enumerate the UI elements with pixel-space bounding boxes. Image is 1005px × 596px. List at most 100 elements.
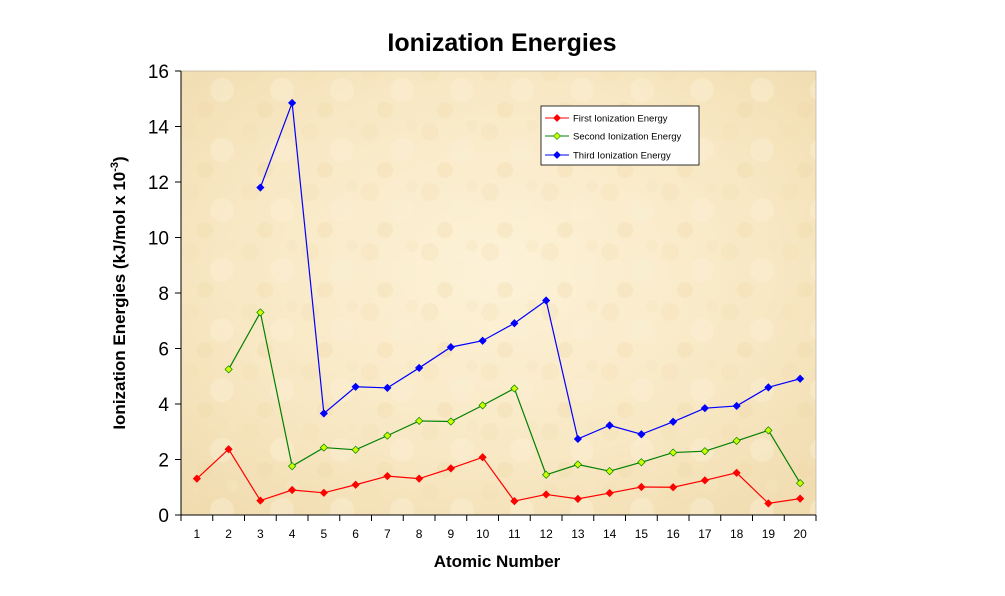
- x-tick-label: 7: [384, 527, 391, 541]
- legend-entry-first: First Ionization Energy: [545, 114, 668, 125]
- data-point-second: [573, 460, 582, 469]
- data-point-first: [446, 464, 455, 473]
- data-point-second: [669, 448, 678, 457]
- x-tick-label: 15: [635, 527, 649, 541]
- x-tick-label: 20: [793, 527, 807, 541]
- series-second: [224, 308, 805, 488]
- x-tick-label: 18: [730, 527, 744, 541]
- data-point-first: [415, 474, 424, 483]
- data-point-first: [478, 453, 487, 462]
- series-layer: [192, 98, 805, 508]
- data-point-second: [637, 458, 646, 467]
- data-point-first: [573, 494, 582, 503]
- data-point-third: [764, 383, 773, 392]
- y-tick-label: 6: [158, 340, 169, 361]
- x-tick-label: 4: [289, 527, 296, 541]
- x-tick-label: 17: [698, 527, 712, 541]
- legend-marker-third: [553, 151, 561, 159]
- x-tick-label: 2: [225, 527, 232, 541]
- data-point-second: [700, 447, 709, 456]
- data-point-first: [383, 472, 392, 481]
- data-point-third: [256, 183, 265, 192]
- data-point-second: [256, 308, 265, 317]
- data-point-second: [415, 416, 424, 426]
- data-point-second: [796, 478, 805, 488]
- x-tick-label: 14: [603, 527, 617, 541]
- x-tick-label: 13: [571, 527, 585, 541]
- data-point-third: [319, 409, 328, 418]
- data-point-first: [319, 488, 328, 497]
- data-point-second: [605, 467, 614, 476]
- legend-marker-second: [553, 132, 561, 140]
- legend-entry-second: Second Ionization Energy: [545, 132, 682, 143]
- series-line-third: [259, 102, 801, 440]
- data-point-second: [510, 384, 519, 393]
- x-tick-label: 19: [762, 527, 776, 541]
- x-tick-label: 8: [416, 527, 423, 541]
- chart-title: Ionization Energies: [387, 29, 616, 57]
- data-point-third: [351, 382, 360, 391]
- x-tick-label: 9: [448, 527, 455, 541]
- y-tick-label: 12: [148, 173, 169, 194]
- x-axis-label: Atomic Number: [434, 552, 561, 571]
- data-point-third: [446, 343, 455, 352]
- data-point-second: [732, 436, 741, 446]
- data-point-first: [224, 445, 233, 454]
- data-point-third: [669, 417, 678, 426]
- data-point-first: [351, 480, 360, 489]
- data-point-first: [510, 497, 519, 506]
- data-point-second: [351, 445, 360, 454]
- y-axis-label-superscript: -3: [109, 162, 121, 172]
- data-point-third: [415, 363, 424, 373]
- x-tick-label: 3: [257, 527, 264, 541]
- y-axis-label: Ionization Energies (kJ/mol x 10-3): [109, 156, 129, 429]
- data-point-third: [637, 430, 646, 439]
- data-point-third: [288, 98, 297, 108]
- data-point-first: [700, 476, 709, 485]
- y-tick-label: 16: [148, 62, 169, 83]
- x-tick-label: 10: [476, 527, 490, 541]
- y-tick-label: 4: [158, 395, 169, 416]
- data-point-third: [573, 434, 582, 444]
- y-tick-label: 8: [158, 284, 169, 305]
- data-point-first: [764, 499, 773, 508]
- data-point-third: [700, 404, 709, 413]
- plot-area-texture: [181, 71, 816, 515]
- data-point-first: [542, 490, 551, 499]
- data-point-third: [510, 319, 519, 328]
- data-point-first: [192, 474, 201, 483]
- data-point-third: [542, 296, 551, 305]
- series-line-first: [196, 448, 801, 504]
- legend-marker-first: [553, 114, 561, 122]
- series-first: [192, 445, 805, 508]
- legend-label-first: First Ionization Energy: [573, 114, 668, 125]
- x-tick-label: 1: [194, 527, 201, 541]
- legend-label-third: Third Ionization Energy: [573, 151, 671, 162]
- data-point-second: [764, 426, 773, 435]
- data-point-first: [256, 496, 265, 505]
- data-point-first: [288, 485, 297, 495]
- legend-label-second: Second Ionization Energy: [573, 132, 682, 143]
- legend-entry-third: Third Ionization Energy: [545, 151, 671, 162]
- data-point-first: [637, 482, 646, 492]
- data-point-second: [542, 470, 551, 479]
- x-tick-label: 5: [321, 527, 328, 541]
- series-third: [256, 98, 805, 444]
- x-tick-label: 12: [539, 527, 553, 541]
- data-point-first: [669, 483, 678, 492]
- data-point-third: [605, 421, 614, 430]
- x-tick-label: 6: [352, 527, 359, 541]
- y-tick-label: 14: [148, 118, 170, 139]
- data-point-first: [605, 488, 614, 498]
- x-tick-label: 16: [666, 527, 680, 541]
- y-tick-label: 0: [158, 506, 169, 527]
- y-tick-label: 10: [148, 229, 169, 250]
- data-point-second: [383, 431, 392, 440]
- data-point-second: [224, 365, 233, 374]
- y-axis-label-close: ): [110, 156, 129, 162]
- data-point-third: [478, 336, 487, 345]
- data-point-first: [732, 468, 741, 477]
